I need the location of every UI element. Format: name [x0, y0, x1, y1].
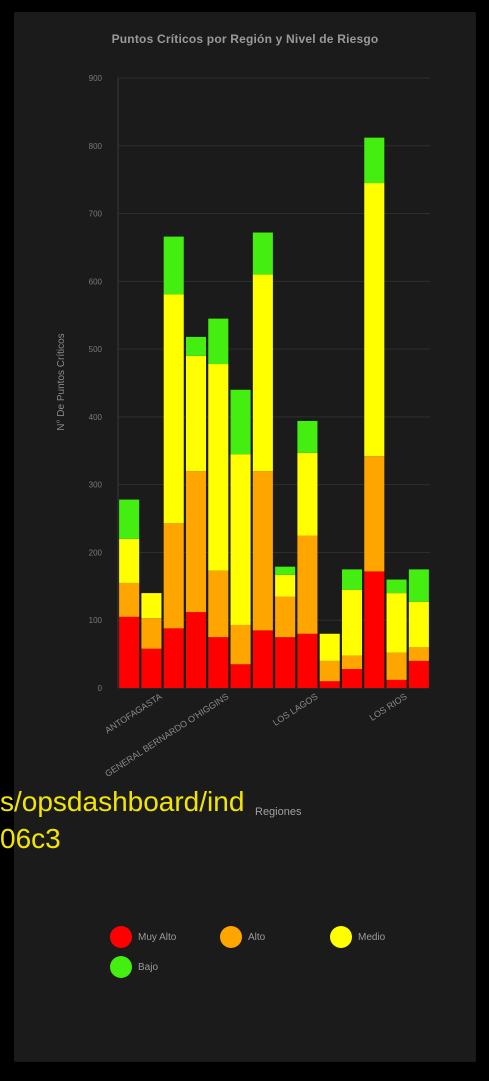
bar-segment[interactable]	[163, 236, 184, 295]
bar-segment[interactable]	[185, 355, 207, 472]
x-tick-label: LOS RIOS	[368, 691, 409, 723]
bar-segment[interactable]	[119, 582, 140, 617]
legend-label-bajo: Bajo	[138, 961, 159, 973]
y-tick-label: 700	[89, 210, 103, 219]
url-overlay-text: s/opsdashboard/ind 06c3	[0, 783, 489, 857]
bar-segment[interactable]	[386, 593, 407, 653]
legend-swatch-bajo	[110, 956, 132, 978]
bar-segment[interactable]	[297, 633, 318, 688]
legend-item-medio[interactable]: Medio	[330, 926, 440, 948]
y-tick-label: 100	[89, 616, 103, 625]
url-line-2: 06c3	[0, 823, 61, 854]
legend-swatch-muy-alto	[110, 926, 132, 948]
bar-segment[interactable]	[297, 420, 318, 453]
legend-row-1: Muy Alto Alto Medio	[110, 922, 440, 952]
bar-segment[interactable]	[364, 456, 385, 572]
bar-segment[interactable]	[319, 681, 340, 688]
bar-segment[interactable]	[141, 593, 162, 619]
bar-segment[interactable]	[230, 664, 251, 688]
bar-segment[interactable]	[208, 364, 229, 571]
url-line-1: s/opsdashboard/ind	[0, 786, 245, 817]
bar-segment[interactable]	[275, 566, 296, 575]
y-tick-label: 300	[89, 481, 103, 490]
bar-segment[interactable]	[386, 679, 407, 688]
legend-label-alto: Alto	[248, 931, 266, 943]
bar-segment[interactable]	[185, 612, 207, 688]
bar-segment[interactable]	[386, 579, 407, 594]
bar-segment[interactable]	[141, 618, 162, 649]
bar-segment[interactable]	[275, 596, 296, 638]
legend-swatch-medio	[330, 926, 352, 948]
legend-row-2: Bajo	[110, 952, 440, 982]
bar-segment[interactable]	[297, 535, 318, 634]
y-tick-label: 800	[89, 142, 103, 151]
y-tick-label: 400	[89, 413, 103, 422]
bar-segment[interactable]	[208, 570, 229, 638]
legend-swatch-alto	[220, 926, 242, 948]
bar-segment[interactable]	[341, 655, 363, 670]
bar-segment[interactable]	[364, 183, 385, 457]
bar-segment[interactable]	[252, 232, 273, 275]
bar-segment[interactable]	[119, 616, 140, 688]
chart-legend: Muy Alto Alto Medio Bajo	[110, 922, 440, 982]
bar-segment[interactable]	[163, 523, 184, 629]
bar-segment[interactable]	[185, 336, 207, 356]
legend-item-muy-alto[interactable]: Muy Alto	[110, 926, 220, 948]
y-tick-label: 600	[89, 277, 103, 286]
x-tick-label: LOS LAGOS	[271, 691, 320, 727]
bar-segment[interactable]	[252, 630, 273, 688]
bar-segment[interactable]	[341, 669, 363, 688]
legend-title: Regiones	[255, 806, 302, 818]
bars-layer	[119, 137, 429, 688]
bar-segment[interactable]	[341, 589, 363, 656]
bar-segment[interactable]	[386, 652, 407, 680]
x-tick-label: ANTOFAGASTA	[103, 691, 164, 735]
bar-segment[interactable]	[208, 637, 229, 688]
bar-segment[interactable]	[275, 574, 296, 597]
bar-segment[interactable]	[252, 471, 273, 631]
bar-segment[interactable]	[185, 471, 207, 613]
chart-title: Puntos Críticos por Región y Nivel de Ri…	[111, 32, 379, 46]
bar-segment[interactable]	[408, 660, 429, 688]
bar-segment[interactable]	[163, 294, 184, 524]
stacked-bar-chart: 0 100 200 300 400 500 600 700 800 900 ANTOFAGASTAG…	[56, 74, 430, 779]
y-tick-label: 500	[89, 345, 103, 354]
x-tick-label: GENERAL BERNARDO O'HIGGINS	[103, 691, 230, 779]
legend-label-medio: Medio	[358, 931, 386, 943]
bar-segment[interactable]	[230, 454, 251, 625]
bar-segment[interactable]	[319, 633, 340, 661]
bar-segment[interactable]	[275, 637, 296, 688]
bar-segment[interactable]	[208, 318, 229, 365]
legend-label-muy-alto: Muy Alto	[138, 931, 177, 943]
bar-segment[interactable]	[319, 660, 340, 682]
y-tick-label: 900	[89, 74, 103, 83]
bar-segment[interactable]	[230, 389, 251, 455]
bar-segment[interactable]	[252, 274, 273, 472]
bar-segment[interactable]	[364, 571, 385, 688]
bar-segment[interactable]	[141, 648, 162, 688]
bar-segment[interactable]	[119, 499, 140, 539]
bar-segment[interactable]	[408, 569, 429, 602]
y-tick-label: 200	[89, 548, 103, 557]
bar-segment[interactable]	[408, 647, 429, 661]
y-axis-label: N° De Puntos Críticos	[56, 333, 67, 430]
legend-item-alto[interactable]: Alto	[220, 926, 330, 948]
y-tick-label: 0	[98, 684, 103, 693]
bar-segment[interactable]	[341, 569, 363, 590]
bar-segment[interactable]	[297, 452, 318, 536]
bar-segment[interactable]	[163, 628, 184, 688]
bar-segment[interactable]	[119, 538, 140, 583]
bar-segment[interactable]	[408, 601, 429, 648]
bar-segment[interactable]	[364, 137, 385, 184]
bar-segment[interactable]	[230, 624, 251, 665]
legend-item-bajo[interactable]: Bajo	[110, 956, 220, 978]
